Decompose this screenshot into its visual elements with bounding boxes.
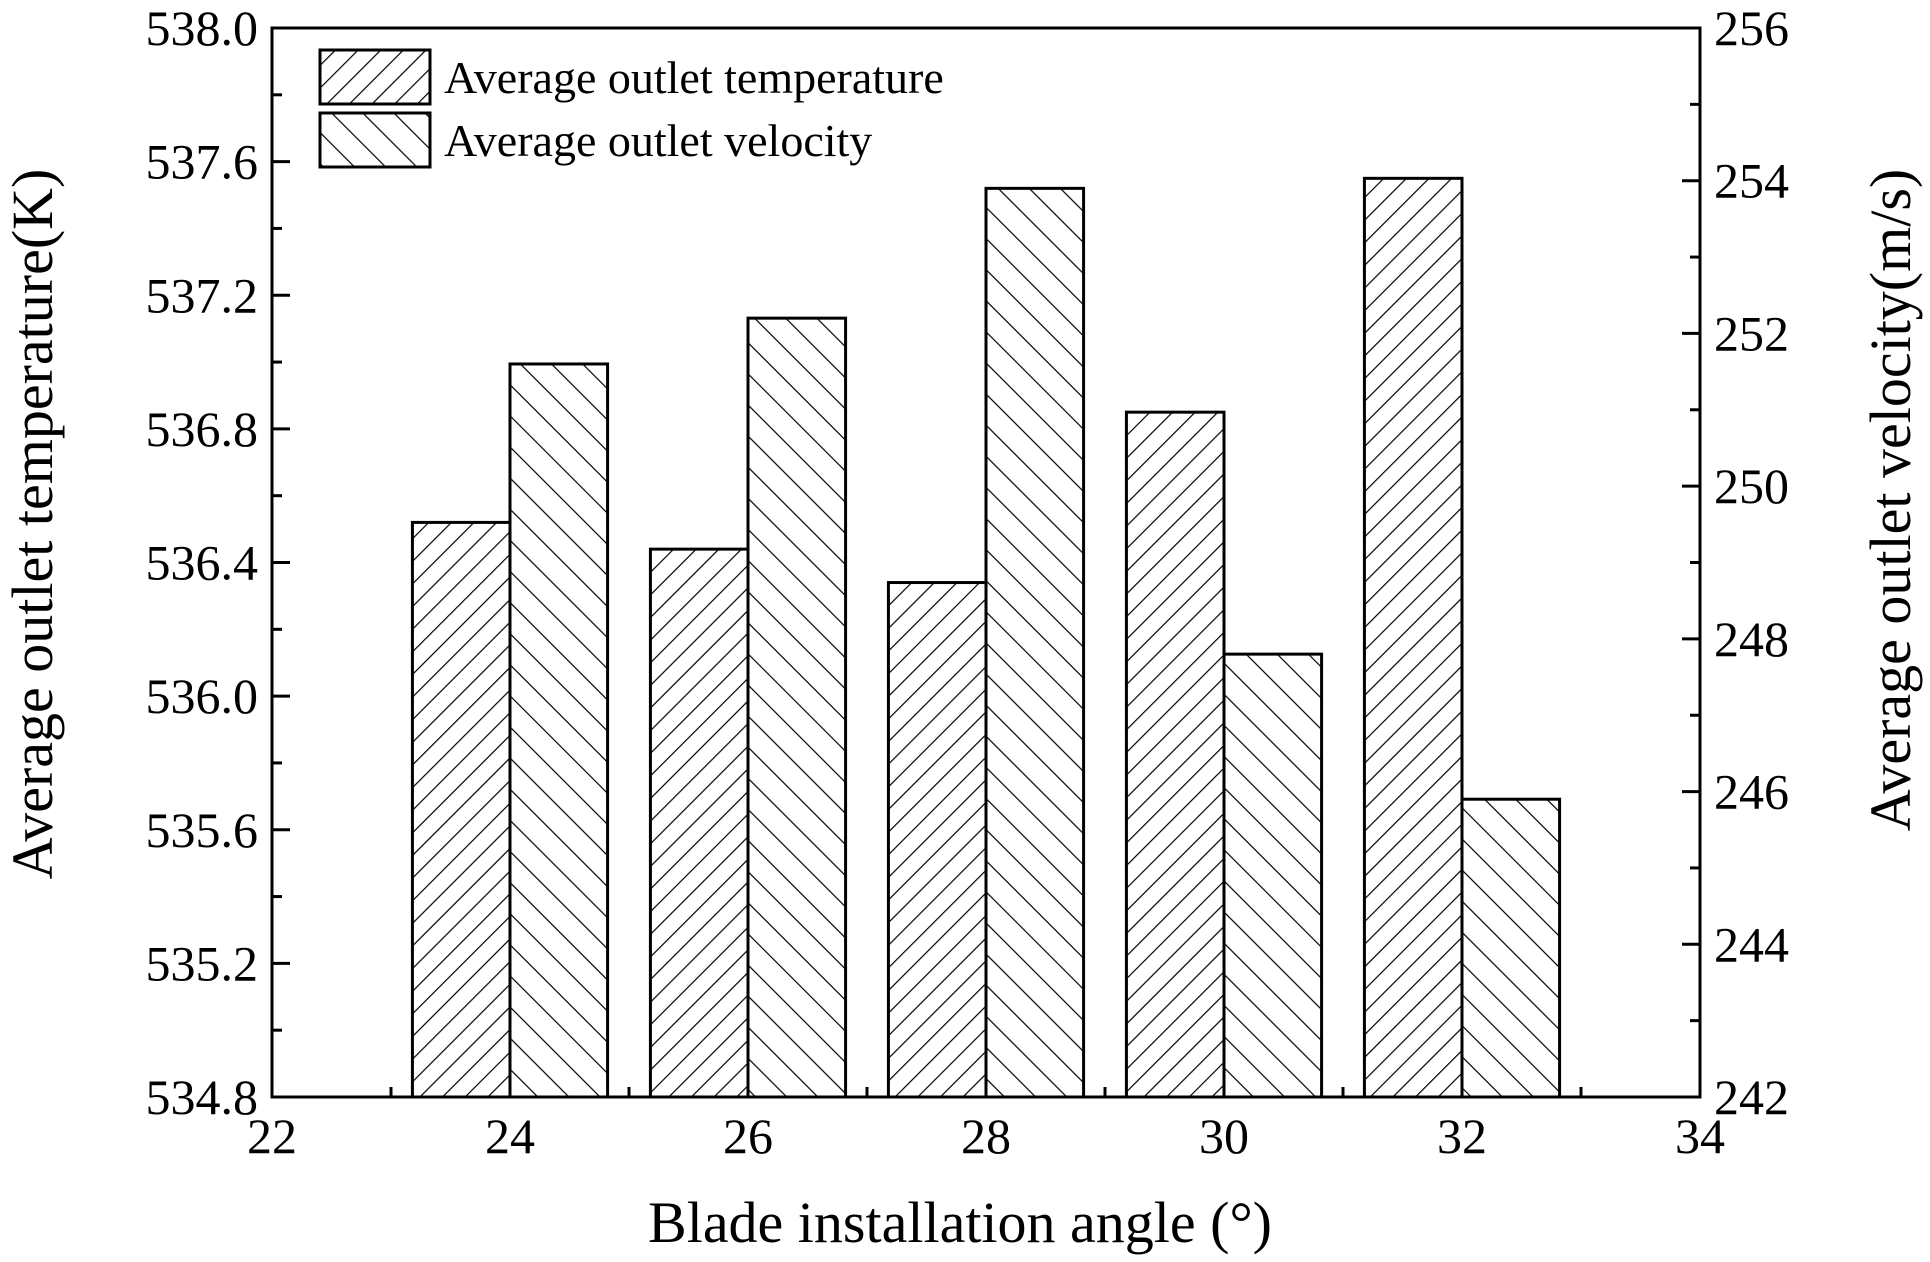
bar-temperature-26 (648, 547, 750, 1099)
y-right-tick-label: 254 (1714, 153, 1789, 209)
y-right-tick-label: 252 (1714, 305, 1789, 361)
x-axis-title: Blade installation angle (°) (648, 1190, 1272, 1255)
y-left-tick-label: 537.6 (146, 134, 259, 190)
x-tick-label: 32 (1437, 1108, 1487, 1164)
y-axis-left-title: Average outlet temperature(K) (0, 169, 65, 880)
y-left-tick-label: 538.0 (146, 0, 259, 56)
ticks-group: 22 24 26 28 30 32 34 534.8 535.2 535.6 536.0 536.4 5… (146, 0, 1790, 1164)
x-tick-label: 28 (961, 1108, 1011, 1164)
legend-label-temperature: Average outlet temperature (444, 52, 944, 103)
bar-velocity-28 (984, 186, 1086, 1099)
bar-temperature-28 (886, 581, 988, 1099)
bar-temperature-30 (1124, 410, 1226, 1099)
bars-group (410, 176, 1562, 1099)
x-tick-label: 24 (485, 1108, 535, 1164)
y-right-tick-label: 250 (1714, 458, 1789, 514)
x-tick-label: 30 (1199, 1108, 1249, 1164)
x-tick-label: 26 (723, 1108, 773, 1164)
y-right-tick-label: 244 (1714, 916, 1789, 972)
legend: Average outlet temperature Average outle… (318, 48, 944, 169)
y-left-tick-label: 537.2 (146, 267, 259, 323)
y-right-tick-label: 246 (1714, 764, 1789, 820)
y-left-tick-label: 536.8 (146, 401, 259, 457)
legend-swatch-temperature (318, 48, 432, 106)
bar-velocity-24 (508, 362, 610, 1099)
legend-swatch-velocity (318, 111, 432, 169)
y-right-tick-label: 256 (1714, 0, 1789, 56)
bar-velocity-32 (1460, 797, 1562, 1099)
x-tick-label: 22 (247, 1108, 297, 1164)
y-right-tick-label: 242 (1714, 1069, 1789, 1125)
bar-velocity-26 (746, 316, 848, 1099)
bar-temperature-24 (410, 520, 512, 1099)
y-left-tick-label: 535.2 (146, 935, 259, 991)
y-left-tick-label: 536.4 (146, 535, 259, 591)
legend-label-velocity: Average outlet velocity (444, 115, 872, 166)
bar-velocity-30 (1222, 652, 1324, 1099)
y-left-tick-label: 536.0 (146, 668, 259, 724)
y-left-tick-label: 534.8 (146, 1069, 259, 1125)
y-axis-right-title: Average outlet velocity(m/s) (1858, 169, 1923, 831)
y-right-tick-label: 248 (1714, 611, 1789, 667)
y-left-tick-label: 535.6 (146, 802, 259, 858)
x-tick-label: 34 (1675, 1108, 1725, 1164)
bar-temperature-32 (1362, 176, 1464, 1099)
